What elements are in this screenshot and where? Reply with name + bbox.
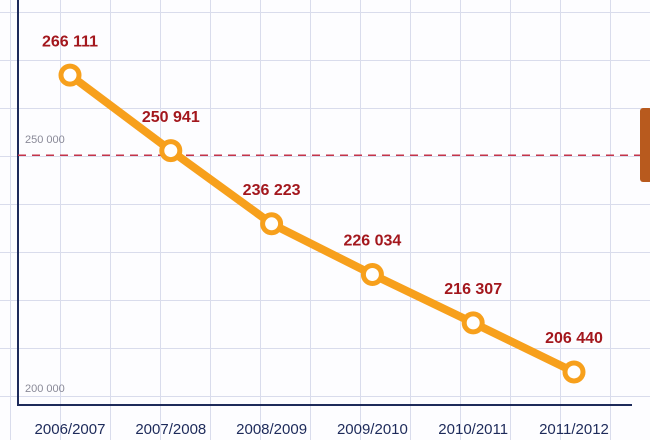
x-tick-label: 2010/2011 [438, 421, 508, 438]
value-label: 216 307 [444, 281, 502, 298]
line [67, 71, 576, 376]
y-tick-label: 200 000 [25, 383, 65, 395]
x-tick-label: 2006/2007 [35, 421, 106, 438]
value-label: 226 034 [343, 233, 401, 250]
point [58, 63, 82, 87]
point [461, 311, 485, 335]
value-label: 250 941 [142, 109, 200, 126]
y-tick-label: 250 000 [25, 134, 65, 146]
point [159, 139, 183, 163]
x-tick-label: 2008/2009 [236, 421, 307, 438]
side-tab [640, 108, 650, 182]
point [562, 360, 586, 384]
point [260, 212, 284, 236]
x-tick-label: 2009/2010 [337, 421, 408, 438]
x-tick-label: 2007/2008 [135, 421, 206, 438]
value-label: 206 440 [545, 330, 603, 347]
value-label: 266 111 [42, 33, 98, 50]
point [360, 262, 384, 286]
x-tick-label: 2011/2012 [539, 421, 609, 438]
value-label: 236 223 [243, 182, 301, 199]
